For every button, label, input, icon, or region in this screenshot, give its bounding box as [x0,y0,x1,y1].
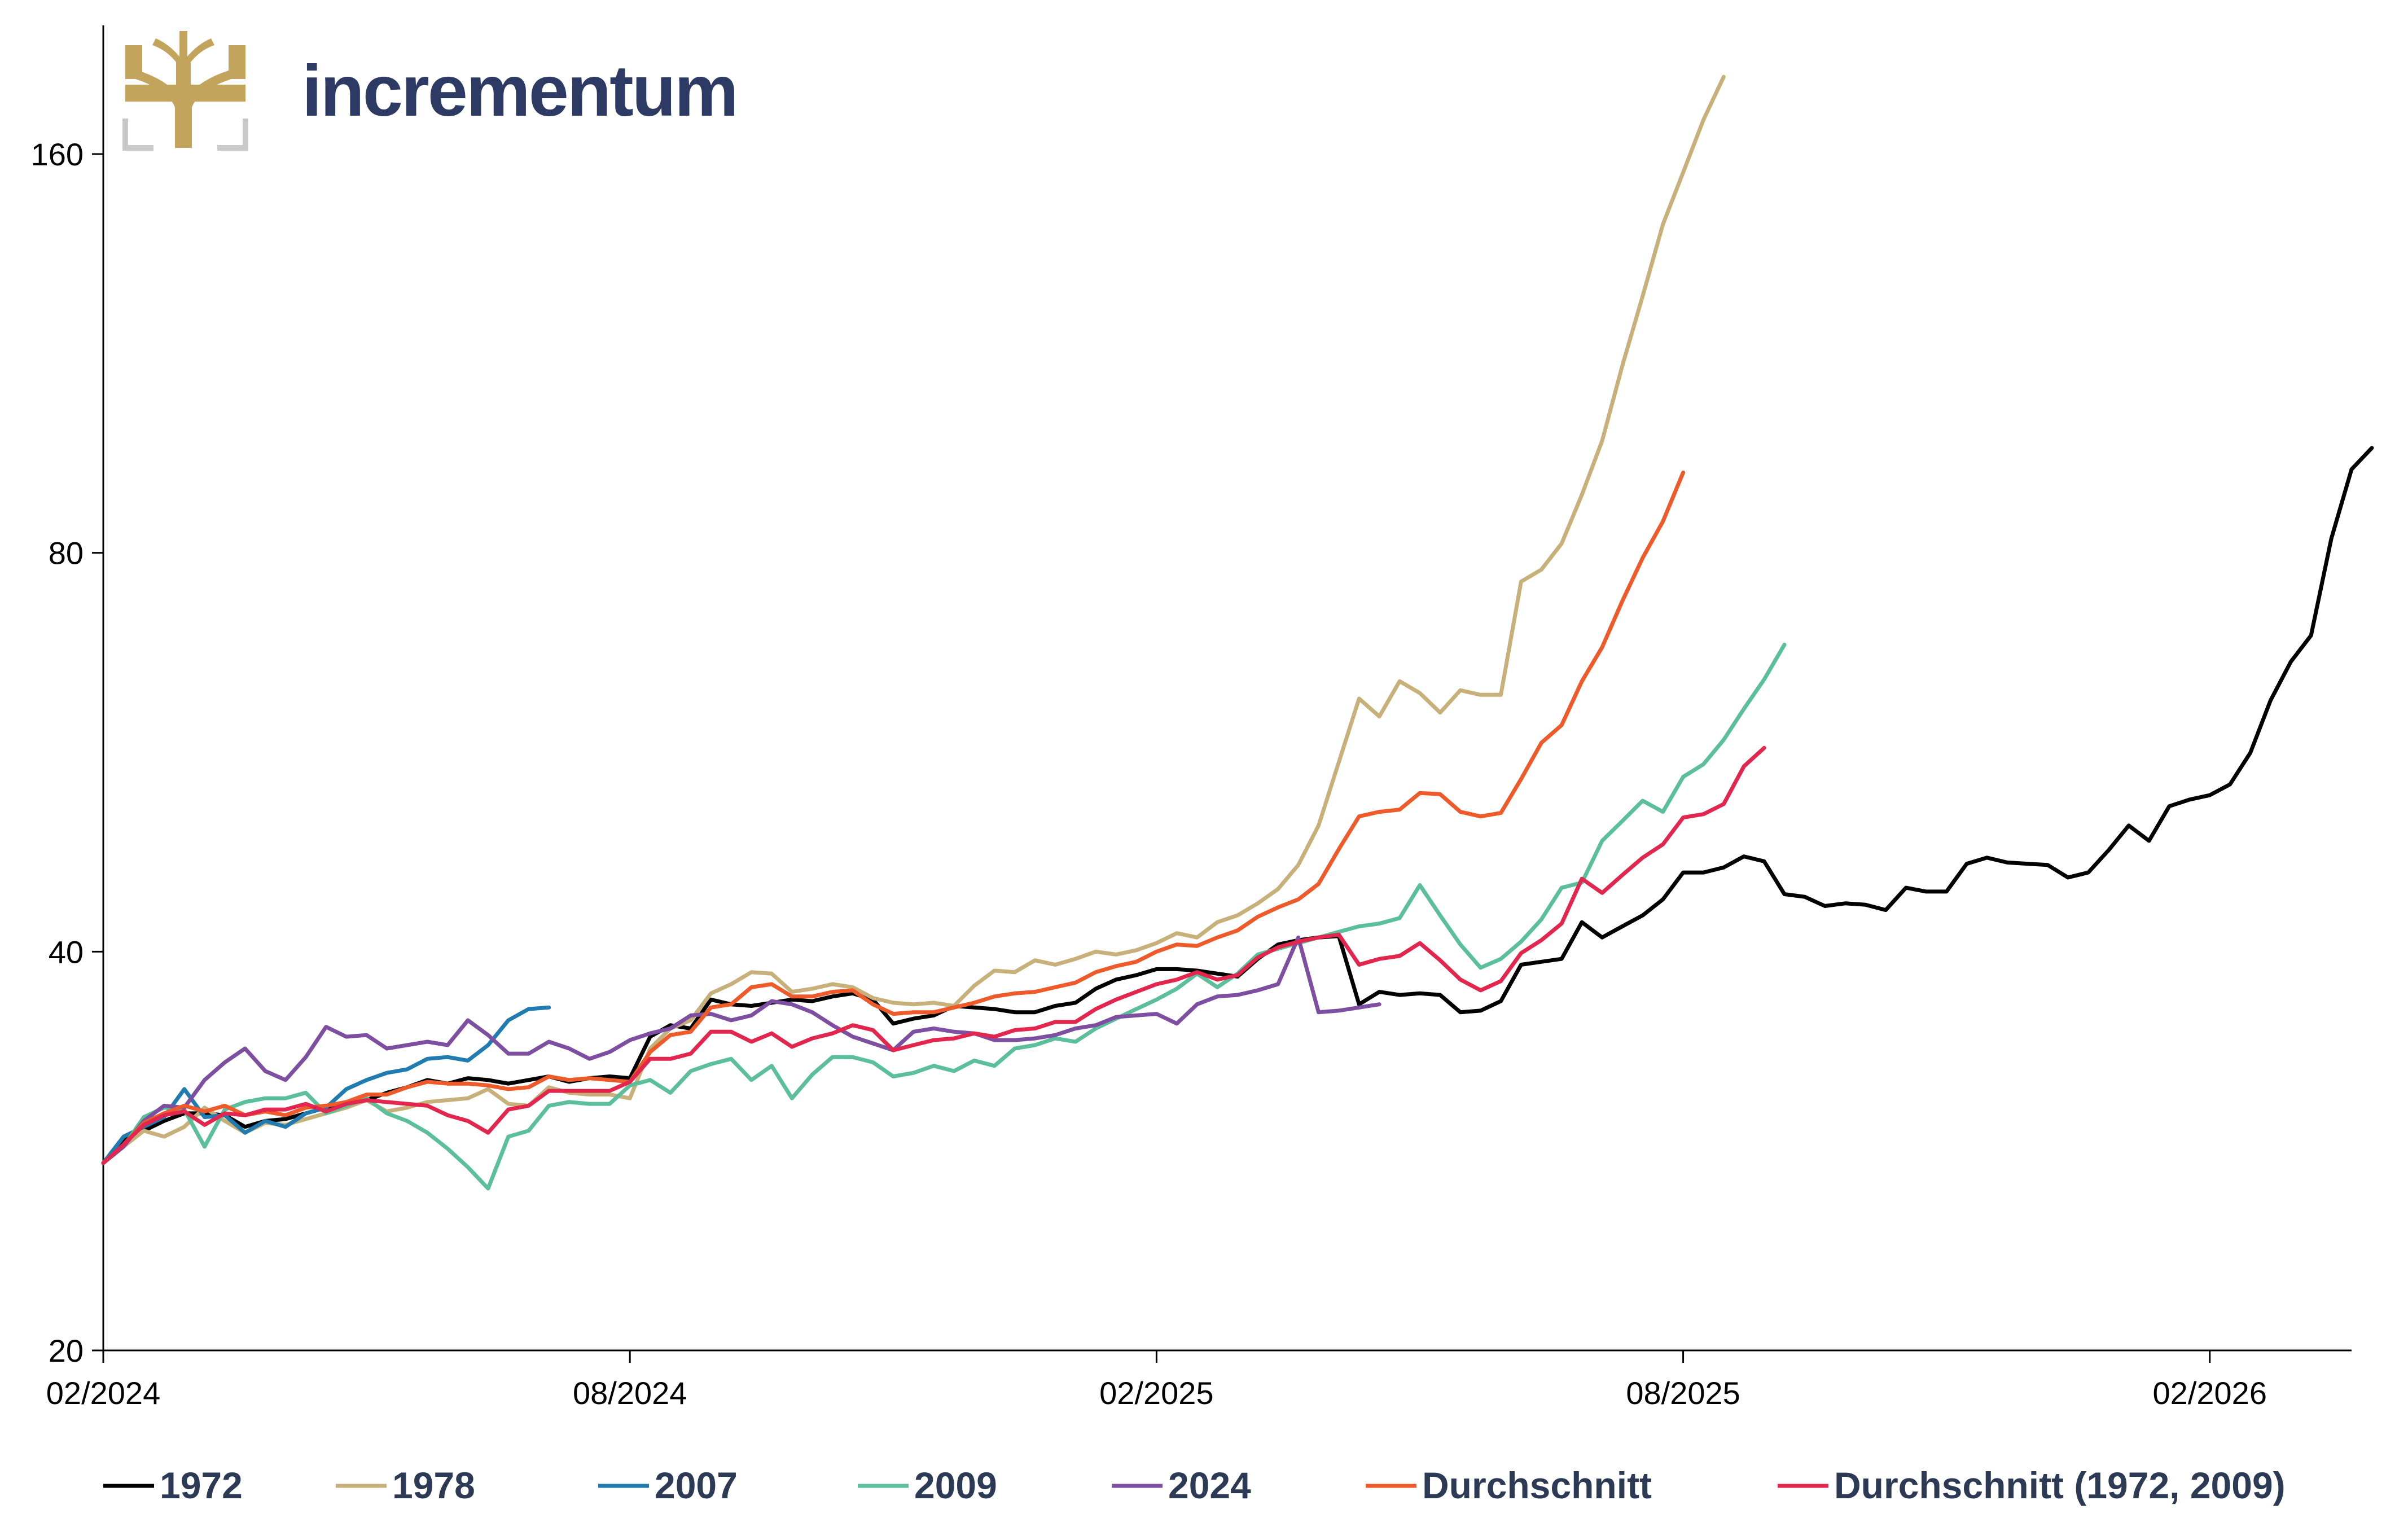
plot-area [101,74,2374,1191]
series-line-durchschnitt-1972-2009 [101,745,1766,1165]
axes: 20 40 80 160 02/2024 08/2024 02/2025 08/2025 02/… [31,25,2352,1411]
x-tick-label: 08/2025 [1626,1375,1740,1411]
y-tick-label: 20 [49,1333,84,1368]
legend-label-2009: 2009 [914,1464,997,1506]
legend-label-2007: 2007 [655,1464,738,1506]
brand-name: incrementum [302,51,737,131]
y-tick-label: 80 [49,536,84,571]
incrementum-logo: incrementum [122,31,739,151]
y-tick-label: 160 [31,137,84,172]
legend-label-durchschnitt: Durchschnitt [1422,1464,1652,1506]
x-tick-label: 02/2026 [2153,1375,2267,1411]
legend: 1972 1978 2007 2009 2024 Durchschnitt Durchsch… [103,1464,2286,1506]
y-tick-label: 40 [49,934,84,970]
series-line-2024 [101,935,1381,1165]
legend-label-2024: 2024 [1168,1464,1251,1506]
x-tick-label: 02/2025 [1099,1375,1213,1411]
legend-label-1978: 1978 [392,1464,475,1506]
x-tick-label: 08/2024 [573,1375,687,1411]
x-tick-label: 02/2024 [46,1375,160,1411]
series-line-2009 [101,642,1787,1191]
series-line-1978 [101,74,1726,1165]
series-line-durchschnitt [101,470,1686,1165]
legend-label-durchschnitt-1972-2009: Durchschnitt (1972, 2009) [1834,1464,2286,1506]
tree-logo-icon [122,31,248,151]
legend-label-1972: 1972 [160,1464,243,1506]
